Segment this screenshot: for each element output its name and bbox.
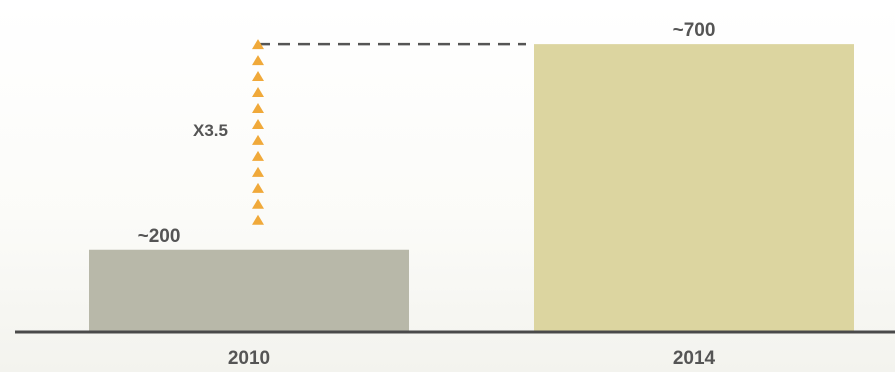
arrow-chevron	[252, 118, 264, 129]
multiplier-label: X3.5	[193, 121, 228, 140]
arrow-chevron	[252, 182, 264, 193]
arrow-chevron	[252, 55, 264, 66]
arrow-chevron	[252, 39, 264, 50]
data-label-2014: ~700	[673, 20, 716, 41]
arrow-chevron	[252, 134, 264, 145]
x-tick-label-2014: 2014	[673, 348, 716, 369]
arrow-chevron	[252, 102, 264, 113]
arrow-chevron	[252, 71, 264, 82]
growth-annotation: X3.5	[193, 39, 526, 225]
arrow-chevron	[252, 166, 264, 177]
x-tick-label-2010: 2010	[228, 348, 270, 369]
arrow-chevron	[252, 87, 264, 98]
bar-2010	[89, 249, 409, 332]
arrow-chevron	[252, 214, 264, 225]
bar-2014	[534, 44, 854, 332]
data-label-2010: ~200	[138, 226, 181, 247]
bars-layer	[89, 44, 854, 332]
arrow-chevron	[252, 198, 264, 209]
labels-layer: ~200 2010 ~700 2014	[138, 20, 716, 369]
arrow-chevron	[252, 150, 264, 161]
growth-arrow	[252, 39, 264, 225]
